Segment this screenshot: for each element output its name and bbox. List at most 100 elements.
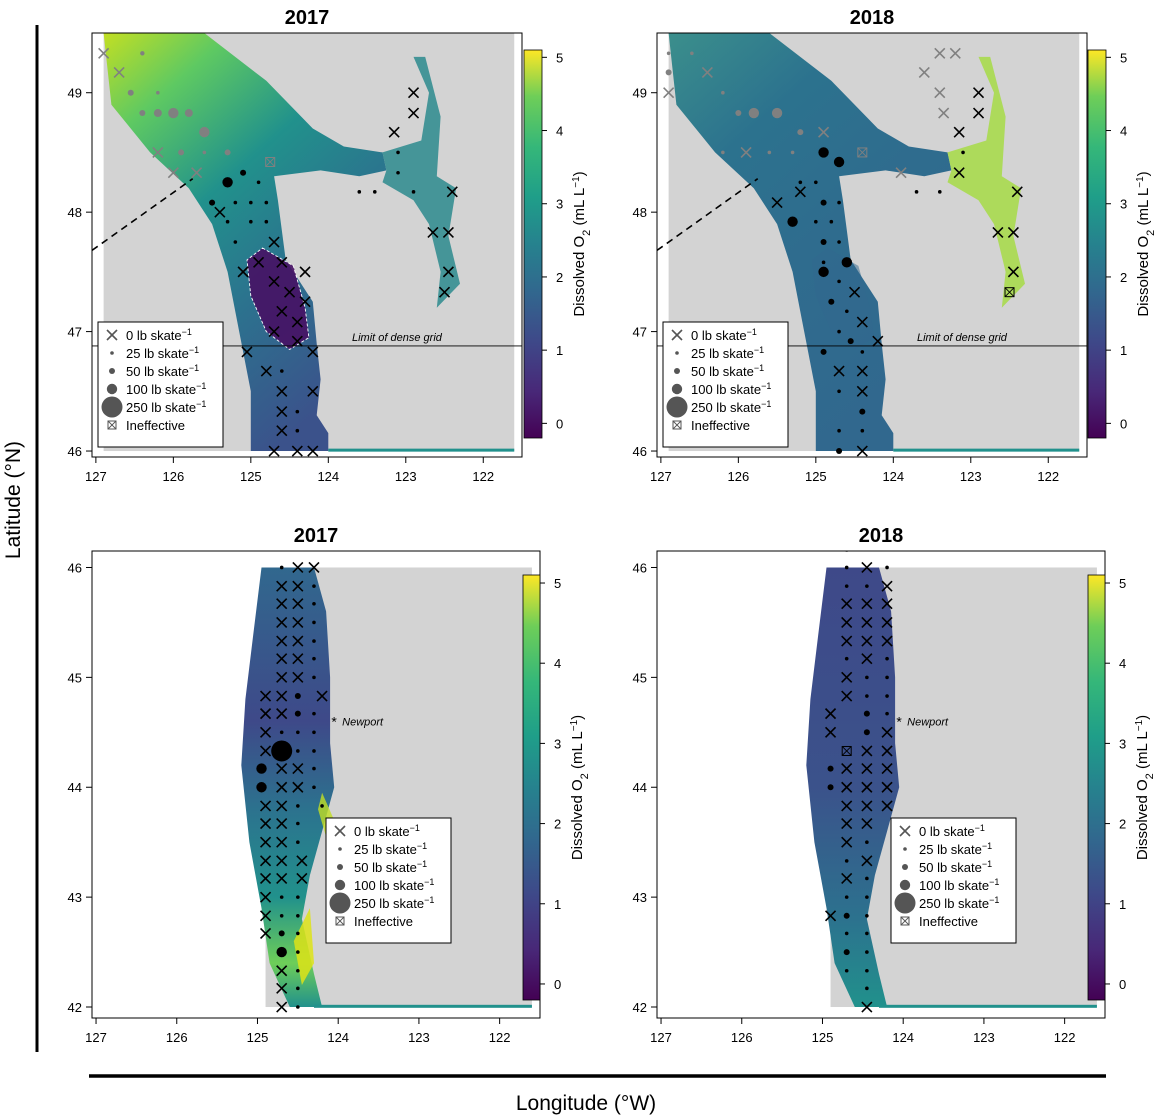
colorbar: 0 1 2 3 4 5 Dissolved O2 (mL L−1) — [1087, 49, 1157, 439]
station-zero-catch — [276, 653, 288, 665]
station-catch — [821, 260, 826, 265]
station-ineffective — [265, 156, 276, 167]
station-zero-catch — [861, 1001, 873, 1013]
station-catch — [721, 90, 725, 95]
station-catch — [787, 216, 798, 227]
station-catch — [820, 199, 827, 206]
station-catch — [296, 821, 300, 826]
station-zero-catch — [953, 167, 965, 179]
station-catch — [296, 804, 300, 808]
station-zero-catch — [296, 855, 308, 867]
y-tick-label: 45 — [68, 670, 82, 685]
panel-title: 2018 — [850, 7, 895, 29]
station-catch — [827, 784, 834, 791]
station-zero-catch — [276, 836, 288, 848]
station-catch — [296, 1005, 300, 1009]
station-zero-catch — [841, 781, 853, 793]
station-zero-catch — [253, 256, 265, 268]
legend: 0 lb skate−1 25 lb skate−1 50 lb skate−1 10… — [662, 321, 789, 448]
station-zero-catch — [934, 47, 946, 59]
station-zero-catch — [276, 708, 288, 720]
legend-dot-icon — [902, 864, 908, 870]
legend-dot-icon — [101, 396, 123, 418]
x-tick-label: 123 — [395, 469, 417, 484]
y-tick-label: 46 — [633, 560, 647, 575]
station-catch — [860, 428, 865, 433]
station-catch — [140, 51, 145, 56]
x-tick-label: 122 — [1054, 1030, 1076, 1045]
legend-label: 250 lb skate−1 — [691, 399, 771, 415]
eez-boundary-line — [657, 178, 759, 252]
colorbar-tick-label: 5 — [1119, 576, 1126, 591]
panel-title: 2018 — [859, 525, 904, 547]
x-tick-label: 127 — [650, 1030, 672, 1045]
station-catch — [865, 694, 869, 698]
station-catch — [844, 895, 849, 899]
station-zero-catch — [841, 836, 853, 848]
legend-cross-icon — [106, 329, 118, 341]
station-zero-catch — [292, 763, 304, 775]
station-catch — [844, 584, 849, 588]
station-catch — [865, 931, 869, 936]
station-catch — [885, 565, 889, 570]
station-catch — [296, 749, 300, 753]
station-zero-catch — [972, 107, 985, 119]
station-zero-catch — [841, 671, 853, 683]
station-zero-catch — [292, 580, 304, 592]
station-catch — [844, 656, 849, 661]
station-zero-catch — [276, 800, 288, 812]
station-catch — [845, 309, 849, 314]
station-catch — [735, 110, 742, 117]
station-catch — [885, 675, 889, 680]
station-zero-catch — [861, 635, 873, 647]
station-catch — [837, 329, 841, 334]
station-zero-catch — [259, 690, 272, 702]
station-catch — [294, 693, 301, 700]
legend-label: 250 lb skate−1 — [919, 895, 999, 911]
station-zero-catch — [881, 763, 893, 775]
colorbar: 0 1 2 3 4 5 Dissolved O2 (mL L−1) — [522, 574, 591, 1001]
x-tick-label: 126 — [727, 469, 749, 484]
legend-dot-icon — [106, 383, 118, 395]
legend-dot-icon — [674, 368, 680, 374]
legend-box — [662, 321, 789, 448]
station-catch — [139, 110, 146, 117]
legend-label: 100 lb skate−1 — [126, 381, 206, 397]
legend-cross-icon — [899, 825, 911, 837]
station-zero-catch — [259, 708, 272, 720]
station-catch — [296, 914, 300, 918]
station-zero-catch — [856, 445, 868, 457]
y-tick-label: 43 — [633, 890, 647, 905]
legend-ineffective-icon — [900, 916, 910, 926]
x-tick-label: 125 — [812, 1030, 834, 1045]
colorbar: 0 1 2 3 4 5 Dissolved O2 (mL L−1) — [523, 49, 593, 439]
station-catch — [748, 107, 760, 119]
station-zero-catch — [407, 87, 420, 99]
station-catch — [841, 257, 853, 268]
station-catch — [827, 765, 834, 772]
station-zero-catch — [276, 965, 288, 977]
legend-label: 100 lb skate−1 — [354, 877, 434, 893]
station-zero-catch — [191, 167, 203, 179]
legend-dot-icon — [675, 351, 679, 355]
colorbar-tick-label: 3 — [554, 736, 561, 751]
station-catch — [312, 749, 316, 753]
station-catch — [865, 675, 869, 680]
colorbar-tick-label: 0 — [1120, 416, 1127, 431]
plot-frame — [91, 32, 523, 458]
station-zero-catch — [277, 1021, 287, 1031]
station-zero-catch — [442, 266, 454, 278]
station-catch — [847, 338, 854, 345]
station-zero-catch — [308, 561, 320, 574]
coast-strip — [878, 1004, 1097, 1008]
newport-marker: * — [331, 713, 337, 729]
station-zero-catch — [316, 690, 328, 702]
station-zero-catch — [1007, 226, 1019, 239]
station-zero-catch — [1011, 186, 1023, 198]
station-catch — [279, 730, 284, 735]
station-catch — [771, 107, 783, 119]
station-catch — [264, 219, 269, 224]
legend-ineffective-icon — [107, 420, 117, 430]
station-catch — [156, 90, 160, 95]
legend-cross-icon — [671, 329, 683, 341]
